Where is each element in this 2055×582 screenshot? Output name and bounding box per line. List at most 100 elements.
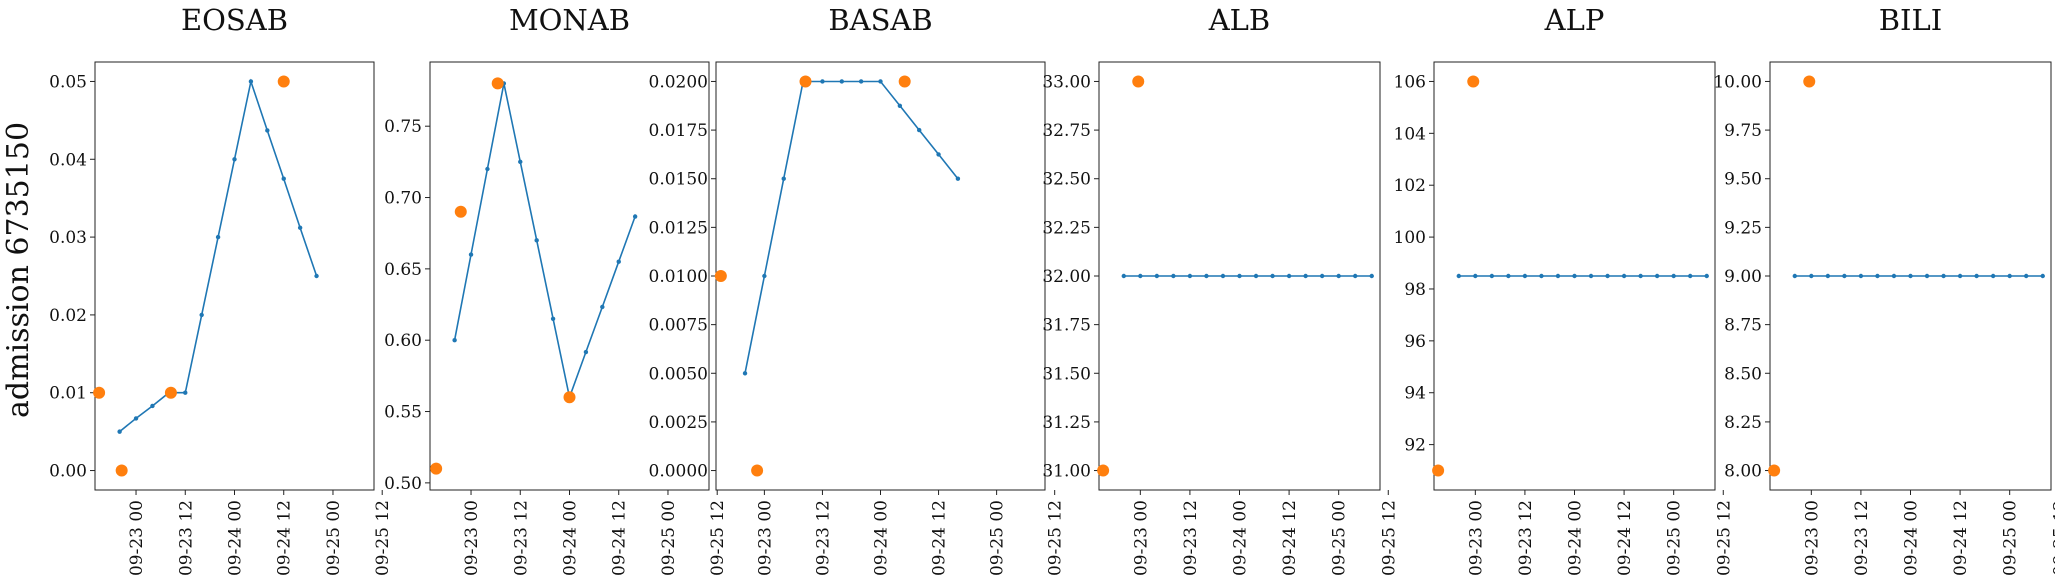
- y-tick-label: 98: [1404, 280, 1426, 300]
- y-tick-label: 96: [1404, 332, 1426, 352]
- y-tick-label: 9.50: [1724, 170, 1762, 190]
- y-tick-label: 0.0175: [649, 121, 708, 141]
- line-point: [297, 225, 303, 230]
- y-tick-label: 31.75: [1042, 316, 1091, 336]
- x-tick-label: 09-25 12: [1046, 500, 1066, 576]
- x-tick-label: 09-25 12: [373, 500, 393, 576]
- plot-frame: [94, 61, 375, 491]
- panel-title: ALP: [1544, 3, 1605, 37]
- series-line: [744, 80, 959, 374]
- y-tick-label: 0.55: [384, 403, 422, 423]
- x-tick-label: 09-24 00: [872, 500, 892, 576]
- x-tick-label: 09-24 12: [1951, 500, 1971, 576]
- panel-monab: MONAB 0.50 0.55 0.60 0.65 0.70 0.75 09-23 00 09-…: [384, 3, 728, 576]
- y-tick-label: 92: [1404, 436, 1426, 456]
- y-tick-label: 0.0150: [649, 170, 708, 190]
- x-tick-label: 09-23 12: [1181, 500, 1201, 576]
- x-tick-label: 09-24 00: [561, 500, 581, 576]
- x-tick-label: 09-23 12: [813, 500, 833, 576]
- line-point: [1286, 273, 1292, 279]
- y-tick-label: 32.25: [1042, 218, 1091, 238]
- y-tick-label: 8.00: [1724, 462, 1762, 482]
- y-tick-label: 9.25: [1724, 218, 1762, 238]
- y-tick-label: 8.50: [1724, 364, 1762, 384]
- line-point: [452, 338, 457, 343]
- line-point: [936, 152, 941, 157]
- line-point: [518, 159, 523, 165]
- observed-point: [430, 462, 443, 475]
- x-tick-label: 09-23 12: [1516, 500, 1536, 576]
- line-point: [215, 234, 221, 240]
- line-point: [1638, 273, 1643, 279]
- x-tick-label: 09-24 12: [1615, 500, 1635, 576]
- y-tick-label: 10.00: [1713, 72, 1762, 92]
- y-tick-label: 0.05: [49, 72, 87, 92]
- line-point: [600, 304, 605, 310]
- y-tick-label: 102: [1394, 176, 1426, 196]
- x-tick-label: 09-23 00: [1466, 500, 1486, 576]
- observed-point: [491, 77, 504, 90]
- line-point: [1924, 273, 1930, 279]
- line-point: [1539, 273, 1544, 279]
- x-tick-label: 09-24 12: [1280, 500, 1300, 576]
- line-point: [1138, 273, 1143, 279]
- y-tick-label: 0.60: [384, 331, 422, 351]
- y-tick-label: 8.75: [1724, 316, 1762, 336]
- x-tick-label: 09-25 12: [708, 500, 728, 576]
- y-tick-label: 0.0100: [649, 267, 708, 287]
- line-point: [1353, 273, 1358, 279]
- y-tick-label: 0.75: [384, 117, 422, 137]
- line-point: [1171, 273, 1176, 279]
- line-point: [583, 349, 589, 355]
- line-point: [878, 79, 883, 84]
- x-tick-label: 09-23 00: [1802, 500, 1822, 576]
- x-tick-label: 09-23 00: [462, 500, 482, 576]
- x-tick-label: 09-23 12: [511, 500, 531, 576]
- y-tick-label: 0.0025: [649, 413, 708, 433]
- x-tick-label: 09-25 12: [2050, 500, 2055, 576]
- observed-point: [115, 464, 128, 477]
- line-point: [1220, 273, 1226, 279]
- x-tick-label: 09-23 00: [755, 500, 775, 576]
- x-tick-label: 09-23 12: [1852, 500, 1872, 576]
- observed-point: [1768, 464, 1781, 477]
- observed-point: [563, 391, 576, 404]
- y-tick-label: 0.65: [384, 260, 422, 280]
- line-point: [1654, 273, 1660, 279]
- x-tick-label: 09-24 00: [1566, 500, 1586, 576]
- line-point: [2024, 273, 2029, 279]
- y-tick-label: 8.25: [1724, 413, 1762, 433]
- panel-alb: ALB 31.00 31.25 31.50 31.75 32.00 32.25 32.50 32…: [1042, 3, 1399, 576]
- line-point: [485, 166, 490, 172]
- line-point: [2007, 273, 2012, 279]
- x-tick-label: 09-23 00: [127, 500, 147, 576]
- observed-point: [714, 270, 727, 282]
- x-tick-label: 09-25 12: [1379, 500, 1399, 576]
- line-point: [742, 371, 748, 376]
- x-tick-label: 09-24 12: [610, 500, 630, 576]
- line-point: [1671, 273, 1676, 279]
- line-point: [1605, 273, 1610, 279]
- line-point: [839, 79, 844, 84]
- line-point: [1957, 273, 1963, 279]
- line-point: [1319, 273, 1325, 279]
- y-tick-label: 32.50: [1042, 170, 1091, 190]
- y-tick-label: 0.02: [49, 306, 87, 326]
- line-point: [1792, 273, 1797, 279]
- y-tick-label: 0.0050: [649, 364, 708, 384]
- observed-point: [898, 75, 911, 88]
- line-point: [1253, 273, 1259, 279]
- line-point: [248, 79, 254, 84]
- y-tick-label: 0.00: [49, 462, 87, 482]
- line-point: [781, 176, 786, 181]
- line-point: [1842, 273, 1847, 279]
- line-point: [534, 238, 539, 243]
- y-tick-label: 32.00: [1042, 267, 1091, 287]
- line-point: [1506, 273, 1511, 279]
- series-line: [119, 78, 318, 433]
- panel-title: MONAB: [509, 3, 630, 37]
- line-point: [1270, 273, 1275, 279]
- panel-title: ALB: [1208, 3, 1271, 37]
- x-tick-label: 09-24 00: [226, 500, 246, 576]
